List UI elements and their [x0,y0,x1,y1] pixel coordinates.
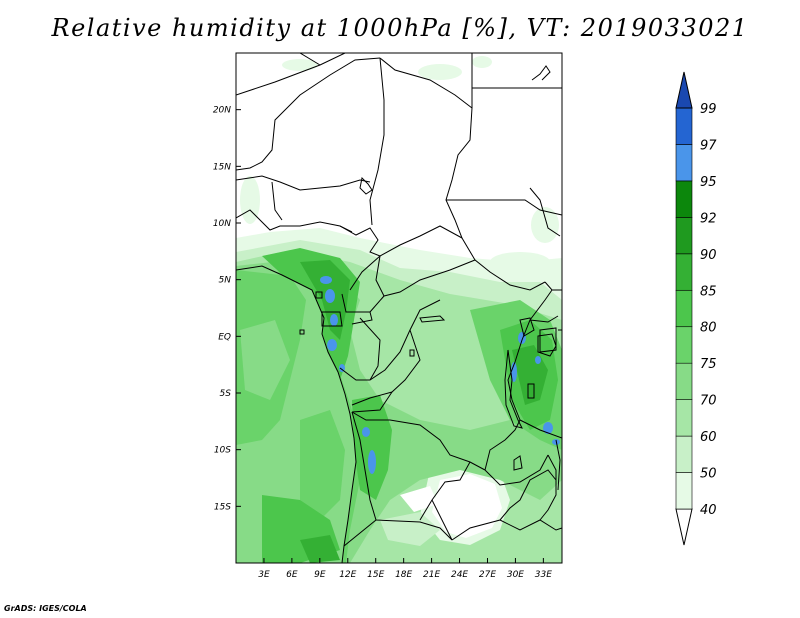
lon-tick-label: 15E [367,570,384,580]
lat-tick-label: 20N [213,106,231,116]
colorbar-bin [675,435,693,473]
lat-tick-label: 10S [214,446,231,456]
colorbar-level-label: 70 [700,394,717,409]
longitude-axis: 3E 6E 9E 12E 15E 18E 21E 24E 27E 30E 33E [258,558,552,580]
colorbar-bin [675,472,693,510]
colorbar-level-label: 60 [700,430,717,445]
colorbar-level-label: 99 [700,102,717,117]
colorbar: 40 50 60 70 75 80 85 90 92 95 97 99 [675,71,717,546]
colorbar-level-label: 90 [700,248,717,263]
humidity-field [236,53,562,563]
colorbar-level-label: 95 [700,175,717,190]
country-borders [236,53,562,563]
colorbar-level-label: 80 [700,321,717,336]
colorbar-bin-above [675,71,693,109]
colorbar-bin [675,399,693,437]
colorbar-level-label: 50 [700,467,717,482]
colorbar-bin [675,289,693,328]
colorbar-bin [675,144,693,182]
colorbar-level-label: 75 [700,357,717,372]
colorbar-bin [675,217,693,255]
lon-tick-label: 3E [258,570,270,580]
lon-tick-label: 12E [339,570,356,580]
figure-title: Relative humidity at 1000hPa [%], VT: 20… [51,14,749,42]
lon-tick-label: 30E [507,570,524,580]
colorbar-level-label: 97 [700,138,717,153]
colorbar-bin-below [675,508,693,546]
colorbar-bin [675,253,693,291]
colorbar-level-label: 92 [700,211,717,226]
colorbar-level-label: 40 [700,503,717,518]
lon-tick-label: 21E [423,570,440,580]
map-frame [235,52,563,564]
lat-tick-label: 5S [220,389,232,399]
colorbar-level-label: 85 [700,284,717,299]
lat-tick-label: 15N [213,162,231,172]
credit-text: GrADS: IGES/COLA [4,604,87,613]
lon-tick-label: 27E [479,570,496,580]
colorbar-bin [675,326,693,364]
lon-tick-label: 33E [535,570,552,580]
lon-tick-label: 9E [314,570,326,580]
latitude-axis: 20N 15N 10N 5N EQ 5S 10S 15S [213,106,241,512]
lon-tick-label: 18E [395,570,412,580]
lon-tick-label: 24E [451,570,468,580]
lat-tick-label: 5N [219,276,232,286]
colorbar-bin [675,362,693,400]
lat-tick-label: EQ [218,332,231,342]
lon-tick-label: 6E [286,570,298,580]
lat-tick-label: 15S [214,502,231,512]
lat-tick-label: 10N [213,219,231,229]
colorbar-bin [675,180,693,218]
colorbar-bin [675,107,693,145]
